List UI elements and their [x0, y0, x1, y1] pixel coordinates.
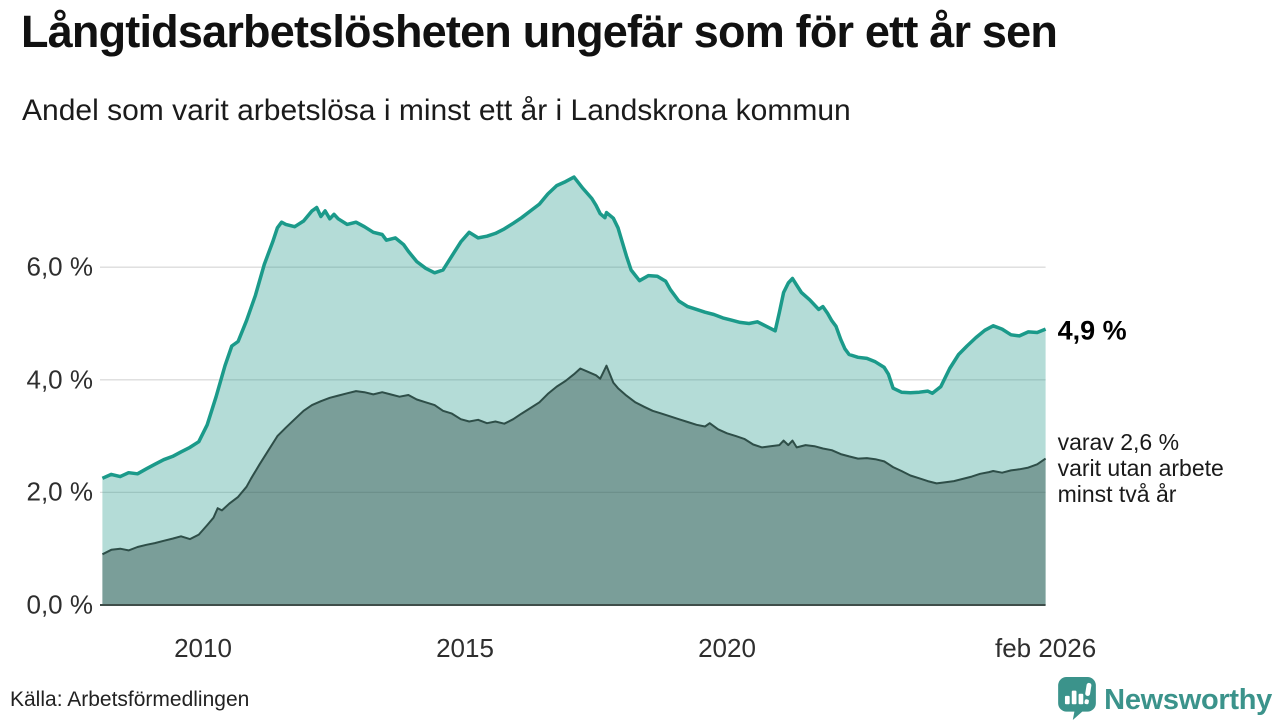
y-tick-label: 6,0 % [26, 251, 94, 282]
x-tick-label: feb 2026 [994, 633, 1097, 663]
x-tick-label: 2010 [174, 633, 232, 663]
two-year-annotation-line: varit utan arbete [1057, 454, 1224, 481]
x-tick-label: 2015 [436, 633, 494, 663]
y-tick-label: 0,0 % [26, 589, 94, 620]
y-tick-label: 4,0 % [26, 364, 94, 395]
line-one-year [101, 175, 1047, 480]
area-one-year [102, 177, 1046, 605]
newsworthy-logo: Newsworthy [1057, 676, 1272, 720]
source-note: Källa: Arbetsförmedlingen [10, 688, 250, 711]
x-tick-label: 2020 [698, 633, 756, 663]
two-year-annotation-line: varav 2,6 % [1057, 428, 1180, 455]
line-two-years [101, 364, 1047, 556]
two-year-annotation: varav 2,6 % varit utan arbete minst två … [1058, 429, 1224, 507]
y-tick-label: 2,0 % [26, 476, 94, 507]
newsworthy-bubble-chart-icon [1057, 676, 1097, 720]
latest-value-label: 4,9 % [1057, 315, 1127, 346]
newsworthy-wordmark: Newsworthy [1104, 684, 1272, 716]
page-title: Långtidsarbetslösheten ungefär som för e… [21, 6, 1058, 57]
two-year-annotation-line: minst två år [1057, 480, 1177, 507]
chart-subtitle: Andel som varit arbetslösa i minst ett å… [22, 94, 851, 127]
area-two-years [102, 365, 1046, 605]
